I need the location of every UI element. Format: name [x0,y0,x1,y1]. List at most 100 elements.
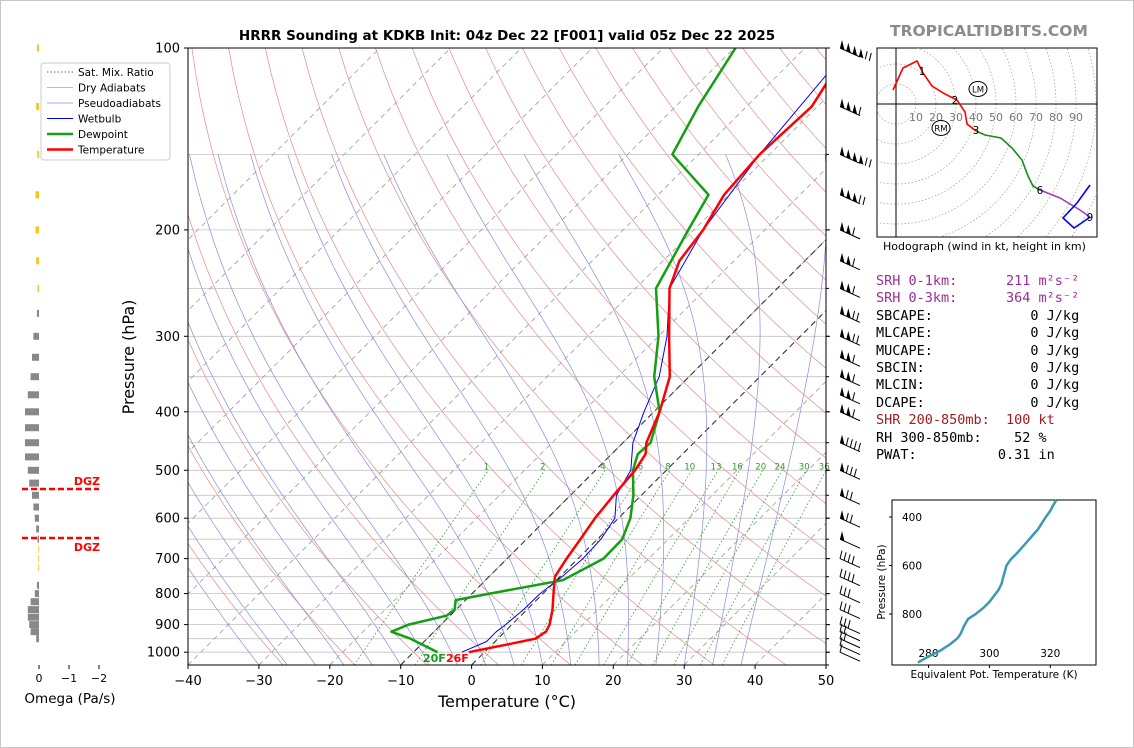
omega-bar [34,514,39,522]
te-x-tick-label: 280 [919,648,939,660]
omega-bar [37,150,39,158]
moist-adiabat [189,154,458,665]
skewt-background-lines [188,48,826,665]
x-tick-label: −10 [387,674,414,689]
hodograph-rings: 10 20 30 40 50 60 70 80 90 [877,48,1097,237]
hodo-ring-label: 10 [909,111,923,124]
isotherm [683,522,826,665]
mixratio-label: 8 [665,462,670,472]
moist-adiabat [188,321,402,665]
dry-adiabat [191,48,571,665]
hodo-ring-label: 70 [1029,111,1043,124]
mucape: MUCAPE: 0 J/kg [876,342,1080,359]
omega-bar [29,621,39,629]
te-y-tick-label: 400 [902,512,922,524]
rh-300-850: RH 300-850mb: 52 % [876,429,1047,446]
y-tick-label: 600 [155,512,180,527]
moist-adiabat [188,247,430,665]
y-tick-label: 900 [155,618,180,633]
omega-bar [38,564,39,572]
hodo-lm-marker: LM [968,81,988,97]
wind-barb [839,601,861,620]
mixratio-line [673,470,783,665]
profile-dewpoint [390,48,737,654]
y-tick-label: 800 [155,587,180,602]
omega-panel [25,44,39,643]
theta-e-ylabel: Pressure (hPa) [876,544,888,619]
moist-adiabat [740,154,826,665]
x-tick-label: 20 [605,674,622,689]
dry-adiabat [228,48,643,665]
te-x-tick-label: 300 [979,648,999,660]
mixratio-label: 24 [775,462,786,472]
wind-barb [839,328,861,346]
svg-text:LM: LM [972,86,984,96]
wind-barb [839,252,861,271]
dry-adiabat [411,48,826,550]
y-tick-label: 100 [155,42,180,57]
hodo-ring-label: 60 [1009,111,1023,124]
omega-bar [35,191,39,199]
dry-adiabat [558,48,826,369]
mixratio-line [574,470,693,665]
omega-bar [36,581,39,589]
moist-adiabat [618,154,708,665]
mixratio-line [699,470,807,665]
wind-barb [839,368,861,387]
moist-adiabat [250,154,515,665]
omega-bar [36,257,39,265]
isotherm [188,48,735,595]
omega-bar [35,226,39,234]
omega-bar [36,309,39,317]
wind-barb [839,623,861,642]
mixratio-label: 13 [711,462,722,472]
hodo-ring-label: 80 [1049,111,1063,124]
wind-barb [839,434,861,453]
hodo-height-label: 2 [952,95,959,107]
hodo-ring-label: 50 [989,111,1003,124]
legend-wetbulb: Wetbulb [78,114,122,126]
x-tick-label: −30 [245,674,272,689]
x-tick-label: 40 [747,674,764,689]
moist-adiabat [712,154,761,665]
brand-logo-text: TROPICALTIDBITS.COM [890,22,1088,40]
srh-0-3km: SRH 0-3km: 364 m²s⁻² [876,290,1080,307]
mixratio-line [603,470,719,665]
dry-adiabat [188,213,499,665]
sounding-profiles [390,48,826,654]
wind-barb [839,349,861,367]
x-tick-label: 50 [818,674,835,689]
wind-barb [839,531,861,549]
y-tick-label: 200 [155,223,180,238]
moist-adiabat [188,567,260,665]
wind-barb [839,146,872,168]
wind-barb [839,40,872,62]
pwat: PWAT: 0.31 in [876,447,1055,464]
omega-xlabel: Omega (Pa/s) [24,691,115,707]
isotherm [188,48,806,665]
wind-barb [839,462,861,480]
omega-tick-1: −1 [61,672,77,685]
theta-e-panel: 280 300 320 400 600 800 Equivalent Pot. Tempe… [876,499,1097,681]
hodo-segment [1061,184,1091,230]
moist-adiabat [217,154,487,665]
hodo-ring-label: 90 [1069,111,1083,124]
wind-barb [839,403,861,422]
dry-adiabat [188,542,284,665]
shear-200-850: SHR 200-850mb: 100 kt [876,412,1055,429]
wind-barb [839,550,861,569]
sbcin: SBCIN: 0 J/kg [876,360,1080,377]
skewt-axis-ticks: −40 −30 −20 −10 0 10 20 30 40 50 100 200 300 400 500 60… [147,42,834,690]
mixratio-line [353,470,489,665]
omega-bar [29,479,39,487]
omega-bar [32,491,39,499]
wind-barb [839,616,861,635]
wind-barb [839,568,861,587]
dry-adiabat [448,48,826,505]
sbcape: SBCAPE: 0 J/kg [876,307,1080,324]
skewt-legend: Sat. Mix. Ratio Dry Adiabats Pseudoadiab… [40,62,171,161]
x-tick-label: −20 [316,674,343,689]
x-tick-label: 10 [534,674,551,689]
